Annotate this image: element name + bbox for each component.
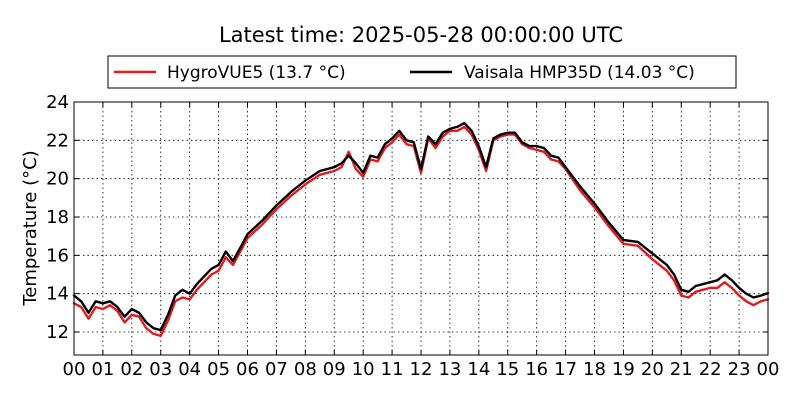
- grid: [74, 102, 768, 355]
- legend-label-vaisala: Vaisala HMP35D (14.03 °C): [464, 63, 695, 83]
- series-lines: [72, 121, 770, 337]
- y-tick-label: 24: [46, 92, 69, 113]
- x-tick-label: 09: [323, 359, 346, 380]
- axis-ticks: 00 01 02 03 04 05 06 07 08 09 10 11 12 13 14 15 16 17 18 19…: [46, 92, 779, 380]
- y-tick-label: 22: [46, 130, 69, 151]
- y-tick-label: 14: [46, 284, 69, 305]
- x-tick-label: 20: [641, 359, 664, 380]
- x-tick-label: 14: [467, 359, 490, 380]
- x-tick-label: 05: [207, 359, 230, 380]
- x-tick-label: 10: [352, 359, 375, 380]
- x-tick-label: 00: [63, 359, 86, 380]
- x-tick-label: 18: [583, 359, 606, 380]
- x-tick-label: 17: [554, 359, 577, 380]
- x-tick-label: 11: [381, 359, 404, 380]
- x-tick-label: 08: [294, 359, 317, 380]
- y-tick-label: 12: [46, 322, 69, 343]
- x-tick-label: 21: [670, 359, 693, 380]
- legend-label-hygrovue5: HygroVUE5 (13.7 °C): [167, 63, 346, 83]
- x-tick-label: 23: [728, 359, 751, 380]
- vaisala-hmp35d-line: [72, 121, 770, 332]
- x-tick-label: 03: [149, 359, 172, 380]
- x-tick-label: 04: [178, 359, 201, 380]
- x-tick-label: 13: [438, 359, 461, 380]
- x-tick-label: 07: [265, 359, 288, 380]
- y-tick-label: 16: [46, 245, 69, 266]
- chart-title: Latest time: 2025-05-28 00:00:00 UTC: [219, 23, 623, 47]
- x-tick-label: 22: [699, 359, 722, 380]
- x-tick-label: 00: [757, 359, 780, 380]
- x-tick-label: 01: [91, 359, 114, 380]
- y-tick-label: 18: [46, 207, 69, 228]
- x-tick-label: 15: [496, 359, 519, 380]
- x-tick-label: 19: [612, 359, 635, 380]
- legend: HygroVUE5 (13.7 °C) Vaisala HMP35D (14.0…: [107, 55, 737, 89]
- x-tick-label: 06: [236, 359, 259, 380]
- x-tick-label: 16: [525, 359, 548, 380]
- y-tick-label: 20: [46, 169, 69, 190]
- hygrovue5-line: [72, 125, 770, 337]
- x-tick-label: 12: [410, 359, 433, 380]
- y-axis-label: Temperature (°C): [20, 150, 41, 306]
- x-tick-label: 02: [120, 359, 143, 380]
